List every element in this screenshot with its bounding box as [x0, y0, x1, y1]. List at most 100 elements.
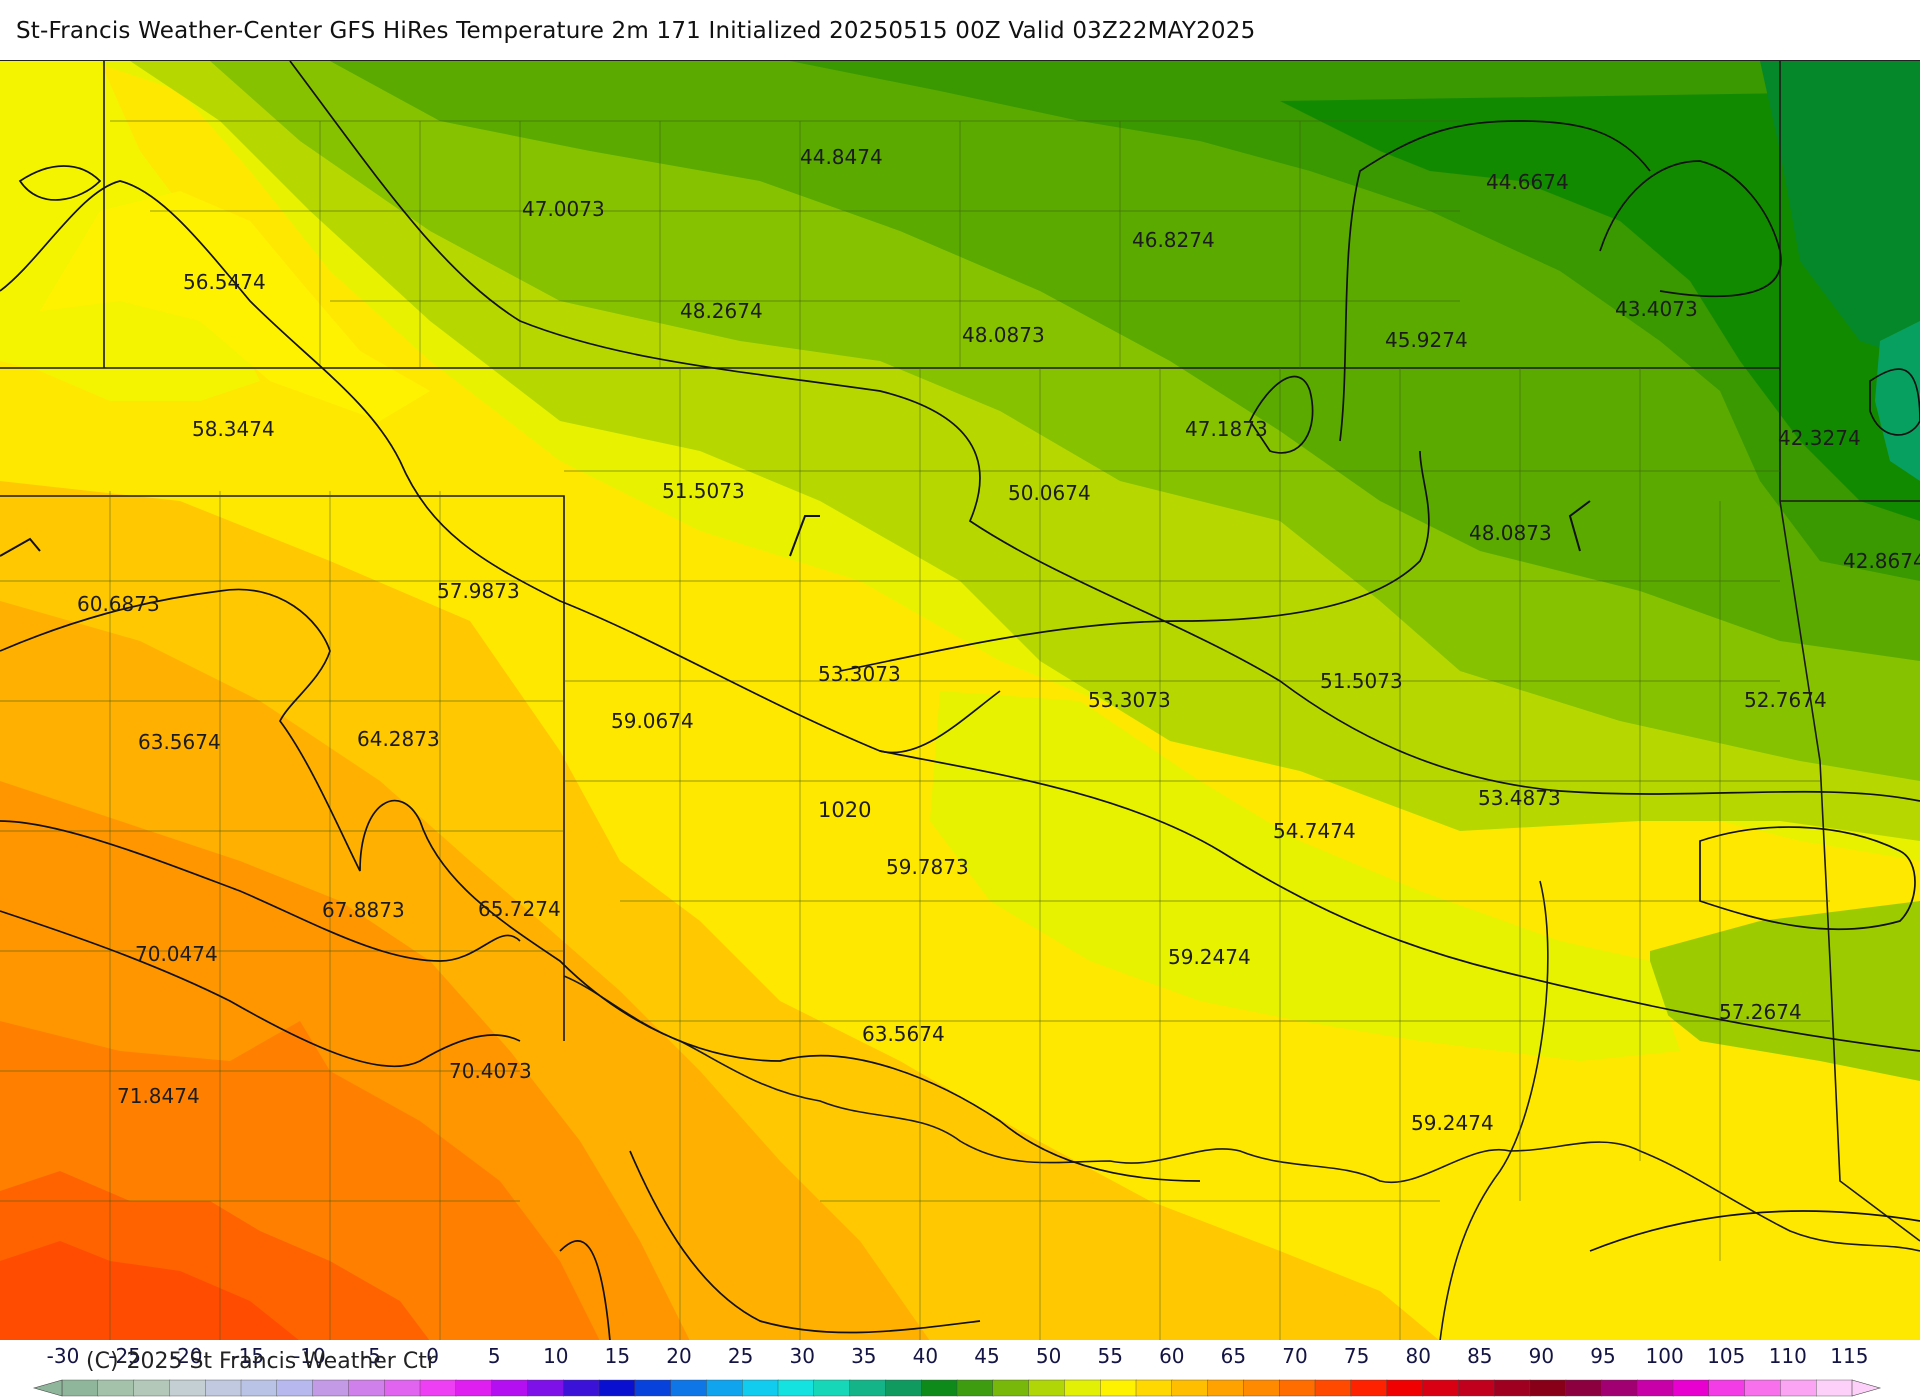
- map-title: St-Francis Weather-Center GFS HiRes Temp…: [16, 18, 1256, 44]
- legend-tick-label: -30: [47, 1344, 80, 1368]
- temperature-value-label: 52.7674: [1744, 688, 1827, 712]
- legend-color-swatch: [240, 1379, 278, 1397]
- temperature-value-label: 51.5073: [662, 479, 745, 503]
- legend-tick-label: -20: [170, 1344, 203, 1368]
- legend-tick-label: 100: [1646, 1344, 1684, 1368]
- legend-color-swatch: [97, 1379, 135, 1397]
- temperature-value-label: 51.5073: [1320, 669, 1403, 693]
- legend-color-swatch: [1601, 1379, 1639, 1397]
- temperature-value-label: 60.6873: [77, 592, 160, 616]
- legend-tick-label: 20: [666, 1344, 691, 1368]
- legend-color-swatch: [276, 1379, 314, 1397]
- temperature-value-label: 47.1873: [1185, 417, 1268, 441]
- legend-color-swatch: [133, 1379, 171, 1397]
- temperature-value-label: 44.8474: [800, 145, 883, 169]
- temperature-value-label: 53.3073: [818, 662, 901, 686]
- legend-tick-label: 10: [543, 1344, 568, 1368]
- legend-color-swatch: [1350, 1379, 1388, 1397]
- isobar-label: 1020: [818, 798, 871, 822]
- legend-color-swatch: [1636, 1379, 1674, 1397]
- color-scale-legend: -30 -25 -20 -15 -10 -5 0 5 10 15 20 25 30 35 40 45 50 55 6…: [0, 1340, 1920, 1400]
- legend-tick-label: 80: [1405, 1344, 1430, 1368]
- temperature-value-label: 53.3073: [1088, 688, 1171, 712]
- temperature-value-label: 43.4073: [1615, 297, 1698, 321]
- legend-color-swatch: [204, 1379, 242, 1397]
- temperature-map[interactable]: 1020 44.8474 47.0073 56.5474 48.2674 48.0873…: [0, 60, 1920, 1341]
- legend-tick-label: 110: [1769, 1344, 1807, 1368]
- temperature-value-label: 70.0474: [135, 942, 218, 966]
- temperature-labels-layer: 44.8474 47.0073 56.5474 48.2674 48.0873 46.82…: [77, 145, 1920, 1135]
- temperature-value-label: 70.4073: [449, 1059, 532, 1083]
- temperature-value-label: 56.5474: [183, 270, 266, 294]
- temperature-value-label: 48.0873: [962, 323, 1045, 347]
- legend-tick-label: 25: [728, 1344, 753, 1368]
- legend-color-swatch: [777, 1379, 815, 1397]
- legend-tick-label: 55: [1097, 1344, 1122, 1368]
- temperature-value-label: 58.3474: [192, 417, 275, 441]
- wind-barbs-layer: [0, 500, 1591, 557]
- legend-tick-label: 60: [1159, 1344, 1184, 1368]
- legend-color-swatch: [1422, 1379, 1460, 1397]
- legend-tick-label: 30: [789, 1344, 814, 1368]
- legend-color-swatch: [491, 1379, 529, 1397]
- temperature-value-label: 63.5674: [138, 730, 221, 754]
- legend-left-arrow: [32, 1379, 63, 1397]
- temperature-value-label: 44.6674: [1486, 170, 1569, 194]
- legend-color-swatch: [1171, 1379, 1209, 1397]
- legend-color-swatch: [169, 1379, 206, 1397]
- legend-color-swatch: [634, 1379, 672, 1397]
- legend-color-swatch: [849, 1379, 887, 1397]
- legend-tick-label: 115: [1830, 1344, 1868, 1368]
- temperature-value-label: 65.7274: [478, 897, 561, 921]
- legend-tick-label: 0: [426, 1344, 439, 1368]
- copyright-notice: (C)-2025 St Francis Weather Ctr: [86, 1349, 436, 1374]
- legend-color-swatch: [885, 1379, 923, 1397]
- legend-tick-label: 90: [1529, 1344, 1554, 1368]
- legend-color-swatch: [742, 1379, 779, 1397]
- temperature-value-label: 67.8873: [322, 898, 405, 922]
- temperature-value-label: 59.0674: [611, 709, 694, 733]
- legend-color-bar: [32, 1379, 1882, 1397]
- legend-tick-label: 75: [1344, 1344, 1369, 1368]
- legend-tick-label: -25: [108, 1344, 141, 1368]
- legend-tick-label: 105: [1707, 1344, 1745, 1368]
- legend-color-swatch: [1565, 1379, 1603, 1397]
- legend-color-swatch: [921, 1379, 958, 1397]
- legend-tick-label: 85: [1467, 1344, 1492, 1368]
- temperature-value-label: 59.2474: [1411, 1111, 1494, 1135]
- legend-color-swatch: [992, 1379, 1030, 1397]
- temperature-value-label: 42.8674: [1843, 549, 1920, 573]
- legend-color-swatch: [61, 1379, 99, 1397]
- temperature-value-label: 63.5674: [862, 1022, 945, 1046]
- legend-tick-label: 50: [1036, 1344, 1061, 1368]
- legend-color-swatch: [1708, 1379, 1746, 1397]
- temperature-value-label: 53.4873: [1478, 786, 1561, 810]
- county-lines-layer: [0, 120, 1830, 1341]
- color-scale-canvas: -30 -25 -20 -15 -10 -5 0 5 10 15 20 25 30 35 40 45 50 55 6…: [32, 1344, 1882, 1397]
- legend-color-swatch: [956, 1379, 994, 1397]
- legend-color-swatch: [312, 1379, 350, 1397]
- temperature-value-label: 48.0873: [1469, 521, 1552, 545]
- legend-color-swatch: [419, 1379, 457, 1397]
- legend-tick-label: 95: [1590, 1344, 1615, 1368]
- legend-color-swatch: [384, 1379, 421, 1397]
- legend-color-swatch: [348, 1379, 385, 1397]
- temperature-value-label: 47.0073: [522, 197, 605, 221]
- legend-tick-label: 40: [913, 1344, 938, 1368]
- temperature-value-label: 71.8474: [117, 1084, 200, 1108]
- legend-tick-label: 35: [851, 1344, 876, 1368]
- legend-color-swatch: [1386, 1379, 1424, 1397]
- temperature-value-label: 45.9274: [1385, 328, 1468, 352]
- legend-color-swatch: [598, 1379, 636, 1397]
- legend-color-swatch: [1815, 1379, 1853, 1397]
- isobars-layer: [0, 61, 1920, 1341]
- legend-color-swatch: [1135, 1379, 1173, 1397]
- legend-color-swatch: [1278, 1379, 1316, 1397]
- legend-color-swatch: [527, 1379, 565, 1397]
- legend-color-swatch: [706, 1379, 744, 1397]
- legend-tick-label: 65: [1221, 1344, 1246, 1368]
- temperature-value-label: 46.8274: [1132, 228, 1215, 252]
- legend-color-swatch: [1744, 1379, 1782, 1397]
- legend-color-swatch: [1099, 1379, 1137, 1397]
- legend-color-swatch: [455, 1379, 493, 1397]
